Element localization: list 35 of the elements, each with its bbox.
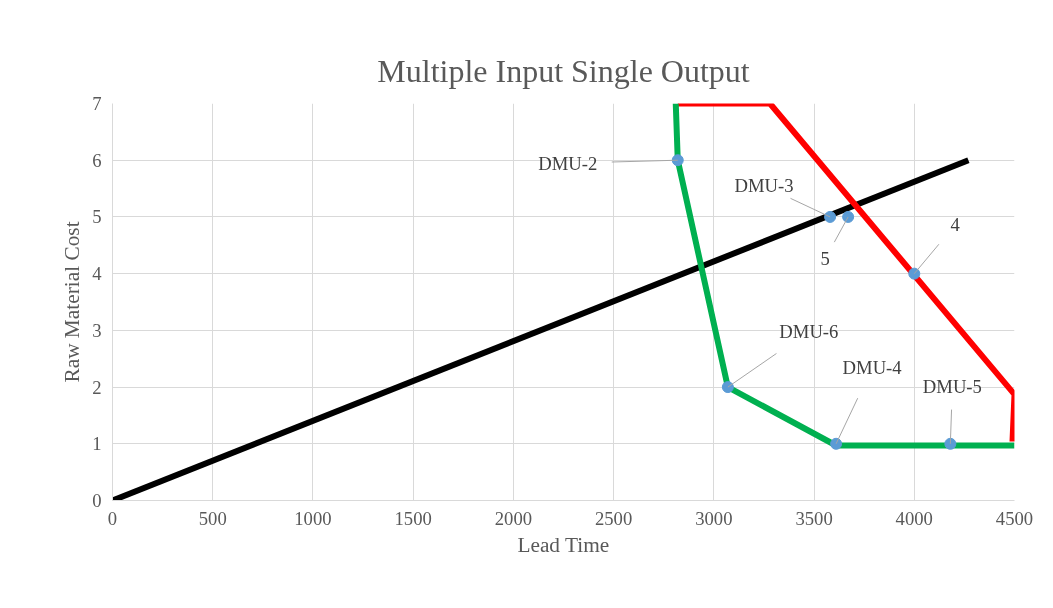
x-tick-label: 4500 <box>995 507 1034 529</box>
chart-title: Multiple Input Single Output <box>377 52 750 89</box>
y-axis-title: Raw Material Cost <box>60 221 85 383</box>
x-tick-label: 2500 <box>594 507 633 529</box>
y-tick-label: 4 <box>92 263 103 285</box>
y-tick-label: 6 <box>92 149 102 171</box>
point <box>721 381 734 394</box>
point <box>842 210 855 223</box>
y-tick-label: 3 <box>92 319 102 341</box>
point <box>671 154 684 167</box>
x-tick-label: 1000 <box>294 507 332 529</box>
point <box>908 267 921 280</box>
annotation: 4 <box>950 214 961 236</box>
x-tick-label: 0 <box>107 507 118 529</box>
y-tick-label: 1 <box>92 433 102 455</box>
x-tick-label: 4000 <box>895 507 933 529</box>
y-tick-label: 2 <box>92 376 102 398</box>
x-tick-label: 3500 <box>795 507 833 529</box>
x-tick-label: 500 <box>198 507 227 529</box>
annotation: DMU-5 <box>922 376 982 398</box>
annotation: DMU-6 <box>779 320 839 342</box>
x-tick-label: 1500 <box>394 507 432 529</box>
point <box>824 210 837 223</box>
x-tick-label: 2000 <box>494 507 533 529</box>
annotation: 5 <box>820 248 830 270</box>
point <box>944 437 957 450</box>
annotation: DMU-2 <box>538 152 598 174</box>
annotation: DMU-3 <box>734 175 794 197</box>
y-tick-label: 5 <box>92 206 102 228</box>
annotation: DMU-4 <box>842 357 903 379</box>
y-tick-label: 0 <box>92 490 102 511</box>
x-axis-title: Lead Time <box>517 532 610 557</box>
point <box>830 437 843 450</box>
x-tick-label: 3000 <box>695 507 733 529</box>
y-tick-label: 7 <box>92 93 102 114</box>
